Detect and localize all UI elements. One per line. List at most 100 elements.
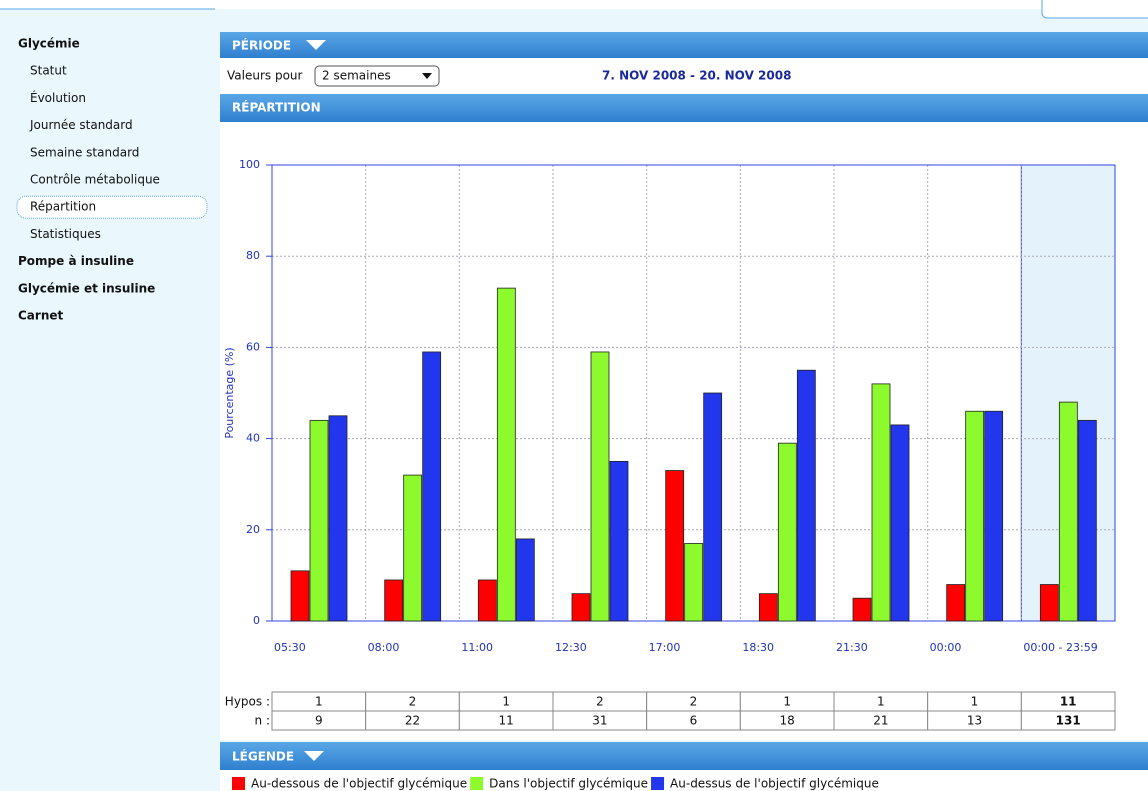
bar [1058,401,1078,622]
bar [852,597,872,622]
bar [871,383,891,622]
selected-outline [16,195,208,219]
bar [796,369,816,622]
x-tick-label: 00:00 [930,641,962,654]
y-tick-label: 40 [246,432,260,445]
period-select-text: 2 semaines [322,69,391,83]
nav-item[interactable]: Contrôle métabolique [30,173,160,187]
cell-value: 131 [1056,714,1081,728]
nav-item[interactable]: Semaine standard [30,145,139,159]
period-bar [220,32,1148,58]
bar [946,584,966,622]
x-tick-label: 00:00 - 23:59 [1023,641,1097,654]
cell-value: 1 [877,695,885,709]
x-tick-label: 17:00 [649,641,681,654]
legend-label: Dans l'objectif glycémique [489,777,648,791]
legend-bar [220,742,1148,770]
y-tick-label: 0 [253,614,260,627]
legend: Au-dessous de l'objectif glycémique Dans … [232,777,879,791]
legend-title: LÉGENDE [232,749,294,764]
legend-toggle[interactable] [304,751,324,761]
cell [1020,710,1116,731]
bar [609,460,629,622]
bar [496,287,516,622]
x-tick-label: 08:00 [368,641,400,654]
y-tick-label: 100 [239,158,260,171]
bar [328,415,348,622]
chart-panel [220,122,1148,740]
bar [1077,419,1097,622]
cell-value: 18 [780,714,795,728]
legend-row [220,770,1148,791]
legend-swatch [232,777,245,790]
period-title: PÉRIODE [232,38,291,53]
chart: 0 20 40 60 80 100 Pourcentage (%) 05:30 08:00 11:… [223,158,1116,731]
top-strip [0,0,1148,9]
period-toggle[interactable] [306,40,326,50]
y-tick-label: 20 [246,523,260,536]
bar [965,410,985,622]
legend-swatch [470,777,484,790]
bar [758,593,778,622]
x-tick-label: 18:30 [742,641,774,654]
chart-bar [220,94,1148,122]
cell-value: 13 [967,714,982,728]
nav-item[interactable]: Statistiques [30,227,101,241]
sidebar: Glycémie Statut Évolution Journée standard S… [16,37,208,323]
cell-value: 1 [502,695,510,709]
bar [309,419,329,622]
chart-title: RÉPARTITION [232,100,321,115]
cell-value: 2 [409,695,417,709]
cell-value: 21 [873,714,888,728]
cell-value: 6 [690,714,698,728]
bar [590,351,610,622]
y-tick-label: 60 [246,340,260,353]
legend-label: Au-dessous de l'objectif glycémique [251,777,467,791]
bar [384,579,404,622]
x-tick-label: 05:30 [274,641,306,654]
date-box [1041,0,1148,19]
bar [1039,584,1059,622]
x-tick-label: 21:30 [836,641,868,654]
bar [571,593,591,622]
nav-item[interactable]: Répartition [30,200,96,214]
bar [984,410,1004,622]
bar [477,579,497,622]
bar [515,538,535,622]
select-arrow [422,73,432,79]
nav-item[interactable]: Glycémie et insuline [18,281,155,295]
bar [890,424,910,622]
cell-value: 2 [596,695,604,709]
legend-label: Au-dessus de l'objectif glycémique [670,777,879,791]
values-label: Valeurs pour [227,69,303,83]
y-tick-label: 80 [246,249,260,262]
y-axis-label: Pourcentage (%) [223,347,236,438]
bar [703,392,723,622]
cell-value: 2 [690,695,698,709]
legend-swatch [651,777,665,790]
cell-value: 11 [1060,695,1077,709]
nav-item[interactable]: Journée standard [29,118,133,132]
period-range: 7. NOV 2008 - 20. NOV 2008 [602,69,791,83]
bar [422,351,442,622]
x-tick-label: 12:30 [555,641,587,654]
x-tick-label: 11:00 [461,641,493,654]
nav-item[interactable]: Glycémie [18,37,80,51]
row-label: Hypos : [225,695,270,709]
nav-item[interactable]: Évolution [30,90,86,105]
row-label: n : [255,714,270,728]
cell-value: 9 [315,714,323,728]
bar [684,543,704,622]
cell-value: 11 [499,714,514,728]
bar [403,474,423,622]
nav-item[interactable]: Statut [30,64,67,78]
cell-value: 1 [971,695,979,709]
nav-item[interactable]: Carnet [18,309,64,323]
cell-value: 1 [783,695,791,709]
cell-value: 31 [592,714,607,728]
period-select[interactable] [314,65,440,87]
cell-value: 22 [405,714,420,728]
nav-item[interactable]: Pompe à insuline [18,254,134,268]
bar [665,470,685,622]
bar [777,442,797,622]
